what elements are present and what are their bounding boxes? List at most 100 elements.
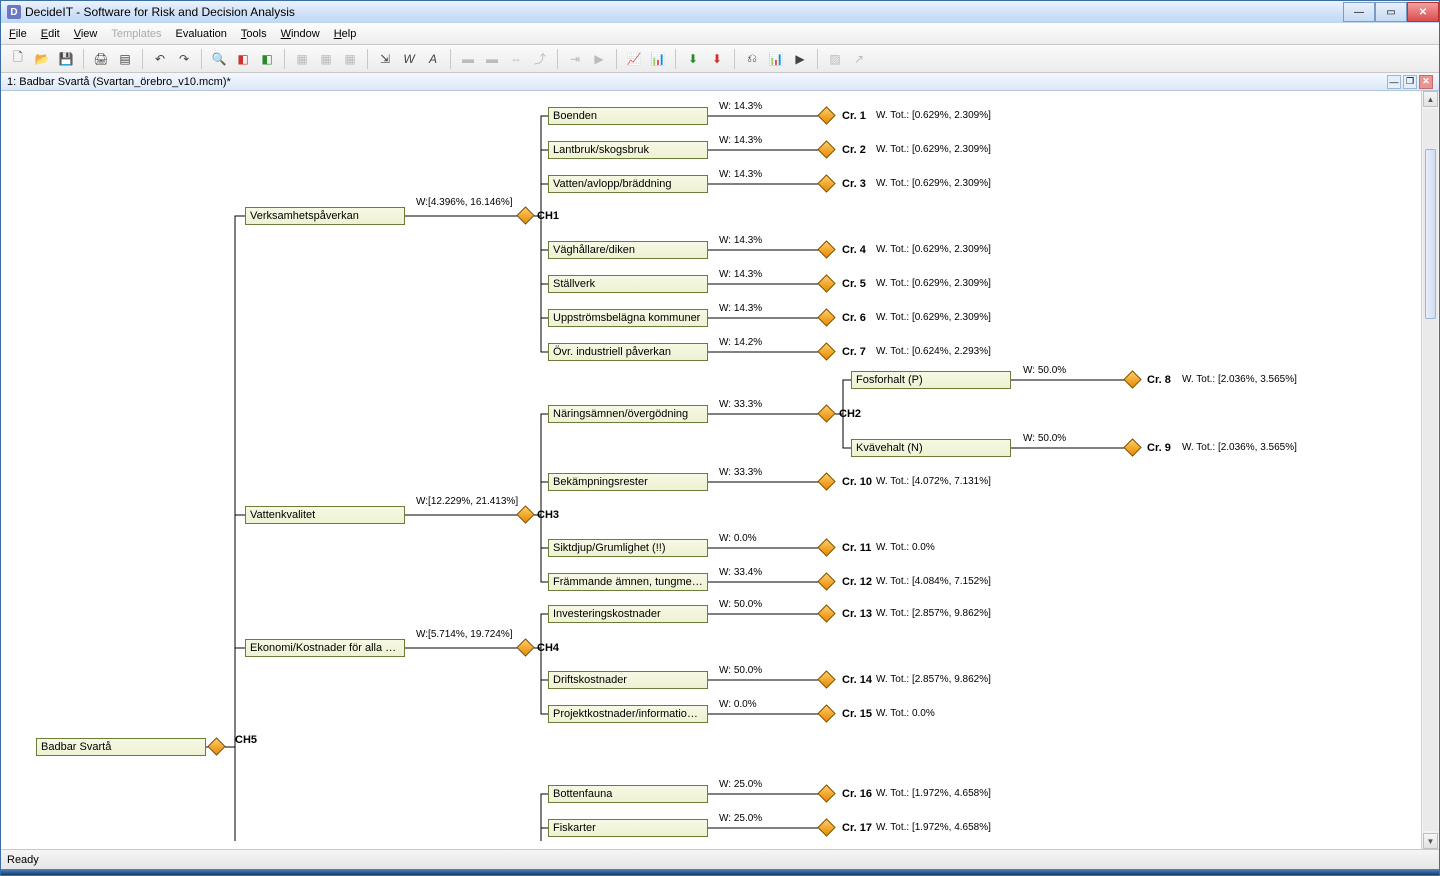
wtot-leaf: W. Tot.: [0.629%, 2.309%] — [876, 178, 991, 189]
menu-file[interactable]: File — [9, 28, 27, 40]
menu-tools[interactable]: Tools — [241, 28, 267, 40]
tb-save[interactable]: 💾 — [55, 48, 77, 70]
tb-b23[interactable]: ↗ — [848, 48, 870, 70]
diamond-subleaf[interactable] — [1123, 438, 1141, 456]
diamond-leaf[interactable] — [817, 670, 835, 688]
tb-b19[interactable]: ⎌ — [741, 48, 763, 70]
tb-b11[interactable]: ⇔ — [505, 48, 527, 70]
w-cat: W:[12.229%, 21.413%] — [416, 496, 518, 507]
diamond-cat[interactable] — [516, 505, 534, 523]
tb-b5[interactable]: ▦ — [339, 48, 361, 70]
tb-new[interactable]: 🗋 — [7, 48, 29, 70]
diamond-root[interactable] — [207, 737, 225, 755]
tb-b10[interactable]: ▬ — [481, 48, 503, 70]
node-leaf[interactable]: Väghållare/diken — [548, 241, 708, 259]
tb-b21[interactable]: ▶ — [789, 48, 811, 70]
canvas[interactable]: Badbar SvartåCH5VerksamhetspåverkanCH1W:… — [1, 91, 1421, 849]
node-leaf[interactable]: Siktdjup/Grumlighet (!!) — [548, 539, 708, 557]
diamond-leaf[interactable] — [817, 818, 835, 836]
cr-subleaf: Cr. 9 — [1147, 442, 1171, 454]
diamond-leaf[interactable] — [817, 308, 835, 326]
tb-b20[interactable]: 📊 — [765, 48, 787, 70]
tb-b6[interactable]: ⇲ — [374, 48, 396, 70]
tb-b12[interactable]: ⤴ — [529, 48, 551, 70]
diamond-leaf[interactable] — [817, 538, 835, 556]
tb-b8[interactable]: A — [422, 48, 444, 70]
menu-window[interactable]: Window — [281, 28, 320, 40]
node-leaf[interactable]: Ställverk — [548, 275, 708, 293]
diamond-leaf[interactable] — [817, 140, 835, 158]
node-leaf[interactable]: Projektkostnader/informationskos... — [548, 705, 708, 723]
node-leaf[interactable]: Driftskostnader — [548, 671, 708, 689]
doc-close-button[interactable]: ✕ — [1419, 75, 1433, 89]
node-leaf[interactable]: Vatten/avlopp/bräddning — [548, 175, 708, 193]
diamond-subleaf[interactable] — [1123, 370, 1141, 388]
scroll-thumb[interactable] — [1425, 149, 1436, 319]
scroll-down-arrow[interactable]: ▼ — [1423, 833, 1438, 849]
tb-b7[interactable]: W — [398, 48, 420, 70]
diamond-leaf[interactable] — [817, 342, 835, 360]
node-leaf[interactable]: Uppströmsbelägna kommuner — [548, 309, 708, 327]
node-leaf[interactable]: Näringsämnen/övergödning — [548, 405, 708, 423]
vertical-scrollbar[interactable]: ▲ ▼ — [1421, 91, 1439, 849]
diamond-leaf[interactable] — [817, 106, 835, 124]
node-cat[interactable]: Vattenkvalitet — [245, 506, 405, 524]
diamond-leaf[interactable] — [817, 572, 835, 590]
tb-b18[interactable]: ⬇ — [706, 48, 728, 70]
tb-b17[interactable]: ⬇ — [682, 48, 704, 70]
diamond-leaf[interactable] — [817, 472, 835, 490]
node-leaf[interactable]: Bekämpningsrester — [548, 473, 708, 491]
tb-b9[interactable]: ▬ — [457, 48, 479, 70]
doc-min-button[interactable]: — — [1387, 75, 1401, 89]
node-leaf[interactable]: Boenden — [548, 107, 708, 125]
scroll-up-arrow[interactable]: ▲ — [1423, 91, 1438, 107]
tb-b2[interactable]: ◧ — [256, 48, 278, 70]
diamond-leaf[interactable] — [817, 604, 835, 622]
tb-undo[interactable]: ↶ — [149, 48, 171, 70]
menu-evaluation[interactable]: Evaluation — [176, 28, 227, 40]
tb-b16[interactable]: 📊 — [647, 48, 669, 70]
wtot-leaf: W. Tot.: [0.624%, 2.293%] — [876, 346, 991, 357]
diamond-leaf[interactable] — [817, 274, 835, 292]
tb-open[interactable]: 📂 — [31, 48, 53, 70]
menu-view[interactable]: View — [74, 28, 98, 40]
wtot-leaf: W. Tot.: [1.972%, 4.658%] — [876, 788, 991, 799]
node-subleaf[interactable]: Kvävehalt (N) — [851, 439, 1011, 457]
diamond-leaf[interactable] — [817, 240, 835, 258]
diamond-leaf[interactable] — [817, 704, 835, 722]
node-leaf[interactable]: Bottenfauna — [548, 785, 708, 803]
diamond-leaf[interactable] — [817, 174, 835, 192]
diamond-cat[interactable] — [516, 638, 534, 656]
node-root[interactable]: Badbar Svartå — [36, 738, 206, 756]
menu-edit[interactable]: Edit — [41, 28, 60, 40]
tb-b15[interactable]: 📈 — [623, 48, 645, 70]
tb-b14[interactable]: ▶ — [588, 48, 610, 70]
node-leaf[interactable]: Övr. industriell påverkan — [548, 343, 708, 361]
tb-b13[interactable]: ⇥ — [564, 48, 586, 70]
w-cat: W:[5.714%, 19.724%] — [416, 629, 513, 640]
diamond-leaf[interactable] — [817, 784, 835, 802]
close-button[interactable]: ✕ — [1407, 2, 1439, 22]
node-cat[interactable]: Ekonomi/Kostnader för alla berö... — [245, 639, 405, 657]
tb-b1[interactable]: ◧ — [232, 48, 254, 70]
doc-restore-button[interactable]: ❐ — [1403, 75, 1417, 89]
diamond-leaf[interactable] — [817, 404, 835, 422]
tb-preview[interactable]: ▤ — [114, 48, 136, 70]
tb-redo[interactable]: ↷ — [173, 48, 195, 70]
tb-b22[interactable]: ▨ — [824, 48, 846, 70]
node-leaf[interactable]: Fiskarter — [548, 819, 708, 837]
minimize-button[interactable]: — — [1343, 2, 1375, 22]
diamond-cat[interactable] — [516, 206, 534, 224]
tb-find[interactable]: 🔍 — [208, 48, 230, 70]
menu-help[interactable]: Help — [334, 28, 357, 40]
node-leaf[interactable]: Lantbruk/skogsbruk — [548, 141, 708, 159]
node-leaf[interactable]: Investeringskostnader — [548, 605, 708, 623]
maximize-button[interactable]: ▭ — [1375, 2, 1407, 22]
w-leaf: W: 50.0% — [719, 599, 762, 610]
tb-b4[interactable]: ▦ — [315, 48, 337, 70]
node-subleaf[interactable]: Fosforhalt (P) — [851, 371, 1011, 389]
tb-print[interactable]: 🖨 — [90, 48, 112, 70]
node-leaf[interactable]: Främmande ämnen, tungmetaller — [548, 573, 708, 591]
tb-b3[interactable]: ▦ — [291, 48, 313, 70]
node-cat[interactable]: Verksamhetspåverkan — [245, 207, 405, 225]
